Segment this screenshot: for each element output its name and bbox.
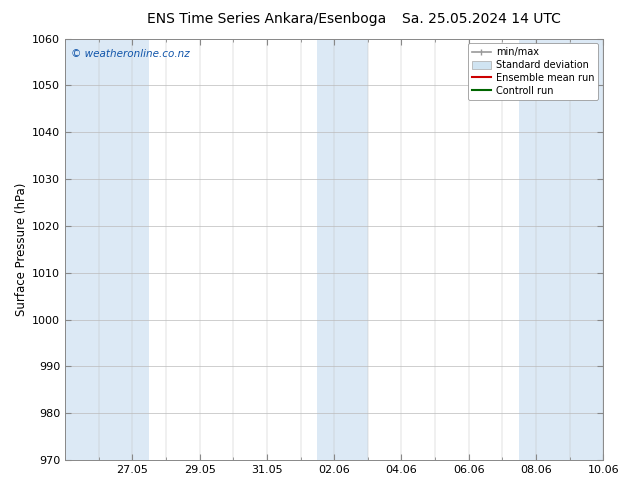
Text: Sa. 25.05.2024 14 UTC: Sa. 25.05.2024 14 UTC xyxy=(403,12,561,26)
Bar xyxy=(318,39,368,460)
Bar xyxy=(519,39,603,460)
Y-axis label: Surface Pressure (hPa): Surface Pressure (hPa) xyxy=(15,183,28,316)
Text: © weatheronline.co.nz: © weatheronline.co.nz xyxy=(70,49,190,59)
Text: ENS Time Series Ankara/Esenboga: ENS Time Series Ankara/Esenboga xyxy=(146,12,386,26)
Bar xyxy=(65,39,149,460)
Legend: min/max, Standard deviation, Ensemble mean run, Controll run: min/max, Standard deviation, Ensemble me… xyxy=(468,44,598,100)
